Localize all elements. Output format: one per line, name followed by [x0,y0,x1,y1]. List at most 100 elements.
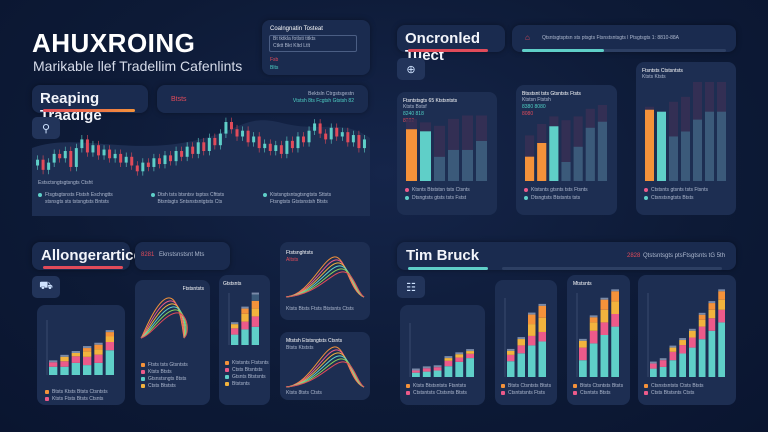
bar-chart-panel: Btsstsnt tsts Gtsntsts Ftsts Ktstsn Ftsts… [516,85,617,215]
legend-text: Btsts Ctsntsts Btsts [508,383,552,389]
note-red: 2828 [627,253,641,259]
candle [224,117,228,138]
legend-item: Ctsts Btstsnts Ctsts [644,390,694,397]
legend-text: Ctsts Btsntsts [232,367,263,373]
legend-text: Ktsts Btsts [148,369,172,375]
curve-line [140,306,186,339]
candle [152,153,156,172]
stacked-bar [538,303,546,377]
grid-icon[interactable]: ☷ [397,276,425,298]
candle [274,140,278,156]
curve-line [285,256,365,298]
candle [174,146,178,166]
candlestick-chart [32,117,370,216]
candle [279,140,283,159]
candle [324,129,328,144]
candle [157,153,161,169]
stacked-bar [83,346,92,375]
progress-card: ⌂ Qtsntsgtsptsn sts ptsgts Ftsnstsntsgts… [512,25,736,52]
legend-text: Ktstsnts Ftstsnts [232,360,269,366]
legend-text: Ctsntsts Btsts [580,390,611,396]
legend-item: Ctsntstsnts Ftsts [501,390,545,397]
candle [246,126,250,147]
progress-bar [522,49,726,52]
bar [420,131,431,181]
bar [693,119,702,181]
stacked-bar [579,338,587,377]
panel-subtitle: Btsts Ktststs [286,345,314,351]
bar [434,156,445,181]
bar [476,140,487,181]
curve-line [285,361,365,388]
legend-item: Btsts Ctsntsts Btsts [501,383,551,390]
candle [141,158,145,176]
curve-chart-panel: Mtstsh Etstsngtsts Ctsnts Btsts Ktststs Kt… [280,332,370,400]
candle [362,135,366,153]
candle [313,119,317,136]
stacked-bar [433,365,442,377]
stacked-bar [49,360,58,375]
panel-subtitle: Ktstsn Ftstsh [522,97,551,103]
candle [135,161,139,176]
curve-line [140,300,185,339]
section-header: Reaping Traadige [32,85,148,124]
candle [47,158,51,175]
legend-text: Btstsnts [232,381,250,387]
chart-icon[interactable]: ⚲ [32,117,60,139]
stacked-bar [507,348,515,377]
panel-title: Mtstsh Etstsngtsts Ctsnts [286,338,343,344]
candle [257,132,261,153]
note-line: Vtstsh 8ts Fcgtsh Gtstsh 82 [292,98,354,104]
legend-item: Ctsts Btststs [141,383,176,390]
curve-line [285,358,365,388]
candle [241,126,245,141]
panel-title: Gtstsnts [223,281,242,287]
alert-icon: ⌂ [525,33,530,42]
legend-text: Btsts Ktsts Btsts Ctsntsts [52,389,108,395]
candle [119,149,123,167]
page-title: AHUXROING [32,28,196,58]
candle [290,136,294,153]
globe-icon[interactable]: ⊕ [397,58,425,80]
bar-chart-panel: Ftsntstsgts 65 Ktstsntsts Ktsts Bstsf 8240… [397,92,497,215]
curve-line [285,268,365,298]
legend-text: Ctsnstsntsts Ctsts Btsts [651,383,704,389]
curve-line [285,355,365,388]
stacked-bar [444,356,453,377]
bar [573,146,583,181]
stacked-bar [708,301,716,377]
bar [657,111,666,181]
candle [85,135,89,157]
legend-item: Ktstsnts Ftstsnts [225,360,269,367]
legend-text: Ktstsnts gtsnts tsts Ftsnts [531,187,588,193]
divider [502,267,722,270]
legend-text: Ctsnstsngtsts Btsts [651,195,694,201]
panel-subtitle: Ktsts Bstsf [403,104,427,110]
stacked-bar [231,322,239,345]
bar [597,121,607,181]
section-header: Oncronled Tuect [397,25,505,64]
candle [180,146,184,162]
panel-subtitle: Altsts [286,257,299,263]
bullet-text: Btsntsgts Sntsnstsntgtsts Cts [157,199,223,205]
curve-chart-panel: Ftstsntsts Ftsts tsts Gtsntsts Ktsts Btsts… [135,280,210,405]
candle [191,142,195,159]
bullet-text: Dtsh tsts btsntsv tsptss Cfttsts [157,192,225,198]
candle [340,127,344,141]
legend-item: Ktsts Ftsts Btsts Ctsnts [45,396,103,403]
curve-line [285,259,365,298]
candle [268,139,272,156]
stacked-bar [241,306,249,345]
legend-item: Btstsnts [225,381,250,388]
car-icon[interactable]: ⛟ [32,276,60,298]
curve-chart-panel: Ftstsnghtsts Altsts Ktsts Btsts Ftsts Btst… [280,242,370,320]
accent-underline [43,266,123,269]
panel-title: Ftsntstsgts 65 Ktstsntsts [403,98,458,104]
candle [102,145,106,160]
info-card: Coalngnatin Tosteat Bt tktkla fotlsti ti… [262,20,370,75]
legend-item: Btsts Ktsts Btsts Ctsntsts [45,389,108,396]
bullet-text: Ktstsngtsntsgtsngtsts Sttsts [270,192,332,198]
curve-line [285,352,365,388]
bullet-item: Dtsh tsts btsntsv tsptss Cfttsts Btsntsgt… [150,192,251,206]
accent-underline [408,49,488,52]
